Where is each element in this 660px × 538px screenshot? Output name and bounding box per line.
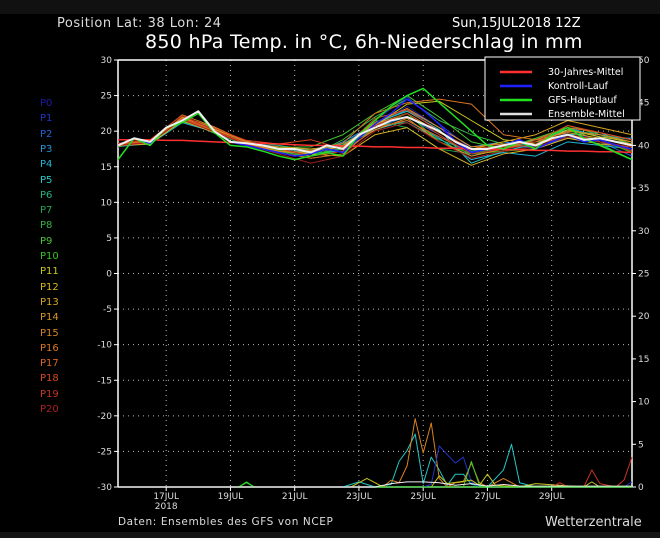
y-tick-label-left: -15: [97, 376, 112, 386]
y-tick-label-right: 20: [638, 312, 650, 322]
x-tick-label: 29JUL: [539, 492, 565, 502]
y-tick-label-right: 45: [638, 99, 649, 109]
legend-label: 30-Jahres-Mittel: [548, 67, 623, 78]
y-tick-label-right: 25: [638, 270, 649, 280]
y-tick-label-right: 30: [638, 227, 650, 237]
member-label-p17: P17: [40, 358, 59, 370]
member-label-p4: P4: [40, 159, 53, 171]
member-label-p20: P20: [40, 404, 59, 415]
precip-line-ensemble-mittel: [118, 481, 632, 488]
position-label: Position Lat: 38 Lon: 24: [57, 16, 222, 31]
y-tick-label-right: 5: [638, 440, 644, 450]
y-tick-label-left: 10: [101, 198, 113, 208]
member-label-p1: P1: [40, 113, 53, 125]
y-tick-label-left: 5: [106, 234, 112, 244]
member-label-p19: P19: [40, 388, 59, 400]
series-line-gfs-hauptlauf: [117, 87, 633, 161]
x-tick-label: 17JUL: [153, 492, 179, 502]
member-label-p18: P18: [40, 373, 59, 385]
member-label-p2: P2: [40, 128, 53, 140]
legend-label: Kontroll-Lauf: [548, 81, 609, 92]
member-label-p5: P5: [40, 174, 53, 186]
y-tick-label-right: 50: [638, 56, 650, 66]
x-tick-label: 21JUL: [282, 492, 308, 502]
legend-label: Ensemble-Mittel: [548, 109, 625, 120]
y-tick-label-right: 0: [638, 483, 644, 493]
precip-line-p15: [118, 418, 632, 488]
member-label-p10: P10: [40, 251, 59, 262]
chart-title: 850 hPa Temp. in °C, 6h-Niederschlag in …: [145, 31, 583, 53]
bottom-bar: [0, 532, 660, 538]
y-tick-label-left: -20: [97, 412, 112, 422]
x-tick-label: 25JUL: [410, 492, 436, 502]
run-date: Sun,15JUL2018 12Z: [452, 16, 581, 31]
member-label-p9: P9: [40, 235, 53, 247]
member-label-p6: P6: [40, 189, 53, 201]
member-line-p15: [117, 107, 633, 154]
legend-label: GFS-Hauptlauf: [548, 95, 617, 106]
precip-line-p1: [118, 445, 633, 488]
brand-label: Wetterzentrale: [545, 515, 642, 530]
x-tick-label: 23JUL: [346, 492, 372, 502]
y-tick-label-left: 25: [101, 92, 112, 102]
y-tick-label-left: -10: [97, 341, 112, 351]
data-source: Daten: Ensembles des GFS von NCEP: [118, 516, 334, 528]
member-label-p7: P7: [40, 205, 53, 217]
y-tick-label-right: 10: [638, 398, 650, 408]
x-tick-sublabel: 2018: [155, 502, 178, 512]
y-tick-label-left: 0: [106, 270, 112, 280]
y-tick-label-left: -5: [103, 305, 112, 315]
member-label-p8: P8: [40, 220, 53, 232]
y-tick-label-left: 20: [101, 127, 113, 137]
y-tick-label-left: -25: [97, 447, 112, 457]
member-label-p12: P12: [40, 281, 59, 293]
top-bar: [0, 0, 660, 14]
precip-line-p19: [118, 456, 633, 488]
member-label-p16: P16: [40, 342, 59, 354]
precip-line-p5: [118, 433, 632, 488]
member-label-p14: P14: [40, 312, 59, 324]
series-line-ensemble-mittel: [117, 110, 633, 154]
member-line-p12: [117, 119, 633, 166]
member-line-p16: [117, 98, 633, 151]
y-tick-label-left: 15: [101, 163, 112, 173]
member-label-p11: P11: [40, 266, 59, 278]
member-label-p15: P15: [40, 327, 59, 339]
y-tick-label-right: 40: [638, 141, 650, 151]
y-tick-label-right: 35: [638, 184, 649, 194]
x-tick-label: 27JUL: [475, 492, 501, 502]
series-line-30-jahres-mittel: [118, 138, 633, 154]
legend-box: [484, 56, 641, 121]
y-tick-label-right: 15: [638, 355, 649, 365]
y-tick-label-left: 30: [101, 56, 113, 66]
member-label-p13: P13: [40, 296, 59, 308]
member-label-p3: P3: [40, 143, 53, 155]
y-tick-label-left: -30: [97, 483, 112, 493]
x-tick-label: 19JUL: [218, 492, 244, 502]
member-label-p0: P0: [40, 98, 53, 109]
